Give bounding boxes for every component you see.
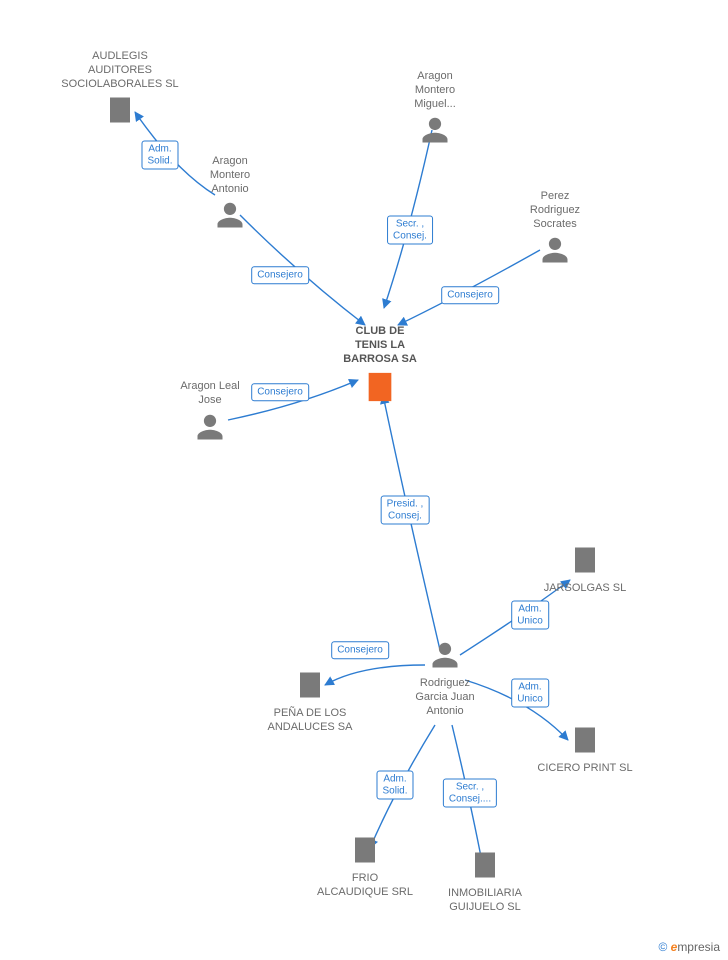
brand-rest: mpresia [677, 940, 720, 954]
node-jarsolgas[interactable]: JARSOLGAS SL [525, 545, 645, 596]
node-label: CLUB DE TENIS LA BARROSA SA [320, 325, 440, 366]
building-icon [295, 670, 325, 700]
diagram-canvas: Adm. Solid. Consejero Secr. , Consej. Conse… [0, 0, 728, 960]
edge-label: Adm. Unico [511, 679, 549, 708]
edge-label: Secr. , Consej. [387, 216, 433, 245]
person-icon [430, 640, 460, 670]
person-icon [195, 412, 225, 442]
building-icon [470, 850, 500, 880]
node-aragon_leal[interactable]: Aragon Leal Jose [150, 380, 270, 445]
copyright: © empresia [658, 940, 720, 954]
node-inmobiliaria[interactable]: INMOBILIARIA GUIJUELO SL [425, 850, 545, 915]
edge-label: Adm. Solid. [376, 771, 413, 800]
edge-label: Adm. Unico [511, 601, 549, 630]
node-label: Perez Rodriguez Socrates [495, 190, 615, 231]
node-label: JARSOLGAS SL [525, 582, 645, 596]
node-label: INMOBILIARIA GUIJUELO SL [425, 887, 545, 915]
edge-label: Secr. , Consej.... [443, 779, 497, 808]
person-icon [420, 115, 450, 145]
node-label: AUDLEGIS AUDITORES SOCIOLABORALES SL [60, 50, 180, 91]
node-audlegis[interactable]: AUDLEGIS AUDITORES SOCIOLABORALES SL [60, 50, 180, 128]
edge-label: Consejero [331, 641, 389, 659]
copyright-symbol: © [658, 940, 667, 954]
building-icon [350, 835, 380, 865]
node-label: Aragon Leal Jose [150, 380, 270, 408]
node-label: Aragon Montero Antonio [170, 155, 290, 196]
node-cicero[interactable]: CICERO PRINT SL [525, 725, 645, 776]
node-aragon_miguel[interactable]: Aragon Montero Miguel... [375, 70, 495, 148]
node-label: CICERO PRINT SL [525, 762, 645, 776]
building-icon [363, 370, 397, 404]
building-icon [570, 725, 600, 755]
node-aragon_antonio[interactable]: Aragon Montero Antonio [170, 155, 290, 233]
node-rodriguez[interactable]: Rodriguez Garcia Juan Antonio [385, 640, 505, 718]
node-label: Aragon Montero Miguel... [375, 70, 495, 111]
building-icon [105, 95, 135, 125]
node-label: Rodriguez Garcia Juan Antonio [385, 677, 505, 718]
building-icon [570, 545, 600, 575]
node-frio[interactable]: FRIO ALCAUDIQUE SRL [305, 835, 425, 900]
person-icon [540, 235, 570, 265]
edge-label: Consejero [441, 286, 499, 304]
node-label: FRIO ALCAUDIQUE SRL [305, 872, 425, 900]
edge-label: Consejero [251, 266, 309, 284]
node-center[interactable]: CLUB DE TENIS LA BARROSA SA [320, 325, 440, 407]
person-icon [215, 200, 245, 230]
node-label: PEÑA DE LOS ANDALUCES SA [250, 707, 370, 735]
edge-label: Presid. , Consej. [381, 496, 430, 525]
edges-layer [0, 0, 728, 960]
node-perez[interactable]: Perez Rodriguez Socrates [495, 190, 615, 268]
node-pena[interactable]: PEÑA DE LOS ANDALUCES SA [250, 670, 370, 735]
